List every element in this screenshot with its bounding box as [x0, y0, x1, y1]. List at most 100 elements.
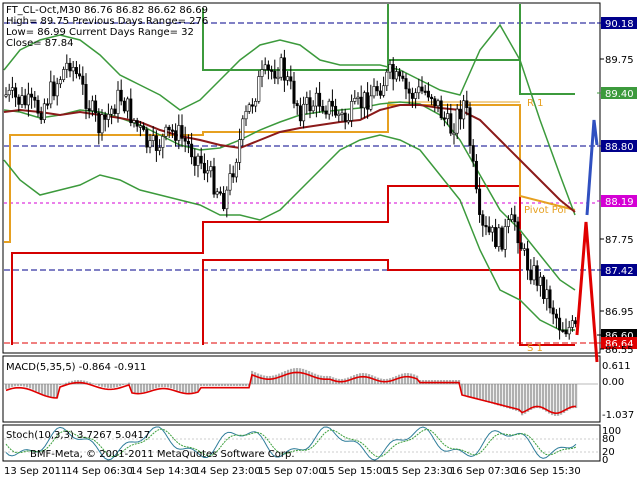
candle-body — [449, 113, 453, 134]
time-axis[interactable]: 13 Sep 2011 14 Sep 06:30 14 Sep 14:30 14… — [4, 466, 581, 477]
macd-histogram-bar — [560, 384, 563, 415]
stoch-scale-0: 0 — [602, 455, 608, 466]
candle-body — [132, 120, 136, 124]
macd-histogram-bar — [488, 384, 491, 403]
macd-histogram-bar — [461, 384, 464, 395]
candle-body — [116, 89, 120, 114]
macd-histogram-bar — [59, 384, 62, 386]
moving-average-line — [3, 104, 576, 213]
candle-body — [154, 135, 158, 151]
macd-histogram-bar — [170, 384, 173, 389]
macd-histogram-bar — [476, 384, 479, 400]
macd-histogram-bar — [206, 384, 209, 386]
candle-body — [62, 69, 66, 80]
macd-histogram-bar — [500, 384, 503, 407]
red-forecast-arrow — [575, 221, 599, 363]
candle-body — [174, 130, 178, 141]
candle-body — [234, 162, 238, 178]
candle-body — [468, 107, 472, 146]
candle-body — [49, 81, 53, 105]
macd-histogram-bar — [533, 384, 536, 409]
candle-body — [103, 114, 107, 120]
macd-histogram-bar — [116, 384, 119, 388]
candle-body — [385, 71, 389, 87]
candle-body — [87, 108, 91, 112]
candle-body — [343, 112, 347, 122]
macd-histogram-bar — [242, 384, 245, 386]
macd-histogram-bar — [8, 384, 11, 388]
macd-histogram-bar — [509, 384, 512, 409]
candle-body — [311, 105, 315, 112]
candle-body — [180, 125, 184, 139]
candle-body — [20, 95, 24, 105]
price-scale[interactable]: 90.18 89.75 89.40 88.80 88.19 87.75 87.42 86.95… — [597, 17, 637, 356]
macd-histogram-bar — [548, 384, 551, 414]
macd-histogram-bar — [113, 384, 116, 388]
macd-histogram-bar — [86, 381, 89, 384]
candle-body — [81, 75, 85, 85]
candle-body — [535, 265, 539, 286]
macd-histogram-bar — [65, 382, 68, 384]
candle-body — [158, 147, 162, 151]
candle-body — [350, 101, 354, 121]
macd-histogram-bar — [293, 368, 296, 384]
macd-histogram-bar — [230, 384, 233, 386]
candle-body — [334, 105, 338, 116]
macd-histogram-bar — [575, 384, 578, 409]
candle-body — [215, 191, 219, 195]
candle-body — [292, 80, 296, 104]
blue-forecast-arrow — [585, 119, 599, 216]
time-label: 14 Sep 14:30 — [130, 466, 197, 477]
candle-body — [170, 129, 174, 132]
macd-histogram-bar — [143, 384, 146, 393]
macd-histogram-bar — [518, 384, 521, 412]
macd-title: MACD(5,35,5) -0.864 -0.911 — [6, 362, 146, 373]
range-step-line — [202, 259, 520, 345]
candle-body — [58, 79, 62, 85]
candle-body — [273, 70, 277, 79]
macd-histogram-bar — [44, 384, 47, 396]
candle-body — [142, 125, 146, 130]
candle-body — [212, 166, 216, 195]
macd-histogram-bar — [275, 374, 278, 384]
candle-body — [366, 92, 370, 110]
macd-histogram-bar — [512, 384, 515, 410]
candle-body — [446, 113, 450, 120]
stoch-main-line — [5, 426, 577, 461]
candle-body — [532, 265, 536, 281]
macd-histogram-bar — [524, 384, 527, 414]
candle-body — [484, 225, 488, 228]
time-label: 15 Sep 23:30 — [386, 466, 453, 477]
macd-histogram-bar — [212, 384, 215, 386]
macd-histogram-bar — [140, 384, 143, 393]
candle-body — [471, 145, 475, 162]
price-label: 86.64 — [605, 339, 634, 350]
macd-histogram-bar — [236, 384, 239, 386]
candle-body — [330, 100, 334, 107]
macd-histogram-bar — [554, 384, 557, 416]
macd-histogram-bar — [302, 368, 305, 384]
macd-histogram-bar — [26, 384, 29, 388]
candle-body — [167, 126, 171, 131]
macd-histogram-bar — [122, 384, 125, 386]
candle-body — [135, 120, 139, 127]
macd-histogram-bar — [260, 374, 263, 384]
macd-histogram-bar — [161, 384, 164, 388]
macd-histogram-bar — [263, 375, 266, 384]
macd-histogram-bar — [284, 371, 287, 384]
forecast-arrows — [575, 119, 599, 363]
macd-histogram-bar — [320, 375, 323, 384]
candle-body — [39, 112, 43, 120]
candle-body — [238, 139, 242, 163]
macd-histogram-bar — [326, 375, 329, 384]
macd-histogram-bar — [272, 375, 275, 384]
macd-histogram-bar — [179, 384, 182, 392]
macd-histogram-bar — [218, 384, 221, 386]
candle-body — [378, 90, 382, 96]
macd-histogram-bar — [191, 384, 194, 393]
macd-histogram-bar — [245, 384, 248, 386]
macd-histogram-bar — [23, 384, 26, 387]
candle-body — [430, 96, 434, 99]
candle-body — [276, 76, 280, 80]
